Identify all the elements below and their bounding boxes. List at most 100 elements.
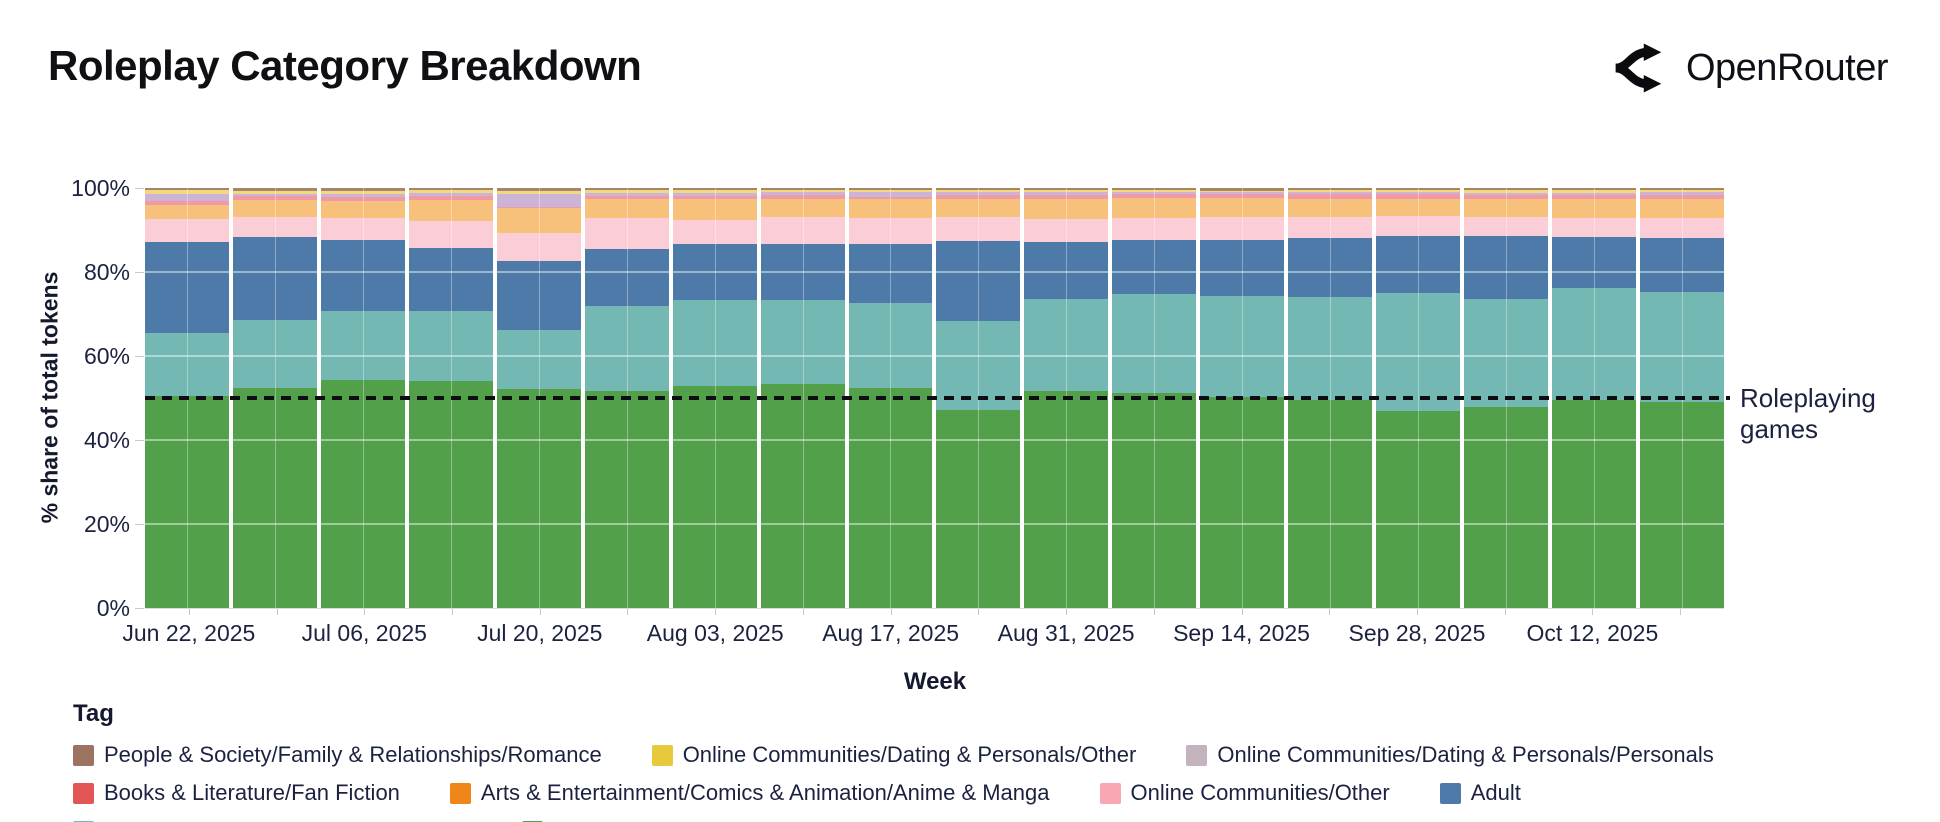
segment[interactable] [408,248,493,312]
segment[interactable] [232,387,317,608]
segment[interactable] [1200,190,1285,193]
segment[interactable] [408,220,493,249]
segment[interactable] [760,300,845,385]
legend-item[interactable]: Online Communities/Dating & Personals/Pe… [1186,742,1714,768]
segment[interactable] [1112,193,1197,198]
segment[interactable] [1376,216,1461,236]
segment[interactable] [1639,292,1724,403]
segment[interactable] [1552,189,1636,193]
segment[interactable] [408,190,493,194]
segment[interactable] [760,198,845,217]
segment[interactable] [672,385,757,608]
segment[interactable] [1552,217,1636,237]
segment[interactable] [936,216,1021,241]
segment[interactable] [1024,194,1109,199]
bar-week-aug-24-2025[interactable] [936,188,1021,608]
segment[interactable] [1024,219,1109,243]
segment[interactable] [848,189,933,192]
segment[interactable] [848,387,933,608]
segment[interactable] [1200,295,1285,398]
segment[interactable] [1112,188,1197,190]
segment[interactable] [1024,242,1109,299]
segment[interactable] [1200,188,1285,191]
segment[interactable] [145,241,229,334]
segment[interactable] [1464,199,1548,217]
segment[interactable] [760,194,845,199]
segment[interactable] [1200,397,1285,608]
segment[interactable] [1464,195,1548,200]
segment[interactable] [496,207,581,233]
segment[interactable] [936,194,1021,199]
segment[interactable] [936,198,1021,217]
segment[interactable] [1024,198,1109,220]
legend-item[interactable]: Games/Roleplaying Games [521,818,822,822]
segment[interactable] [936,188,1021,190]
segment[interactable] [320,217,405,241]
segment[interactable] [584,390,669,608]
segment[interactable] [1200,194,1285,198]
segment[interactable] [672,188,757,191]
bar-week-jun-22-2025[interactable] [145,188,229,608]
segment[interactable] [145,190,229,194]
segment[interactable] [320,311,405,380]
segment[interactable] [760,188,845,191]
segment[interactable] [145,395,229,608]
segment[interactable] [320,194,405,198]
segment[interactable] [584,193,669,196]
segment[interactable] [496,329,581,390]
segment[interactable] [145,188,229,191]
segment[interactable] [1376,192,1461,195]
segment[interactable] [145,193,229,202]
segment[interactable] [232,193,317,196]
segment[interactable] [1288,296,1373,401]
legend-item[interactable]: Online Communities/Dating & Personals/Ot… [651,742,1136,768]
segment[interactable] [1639,217,1724,239]
segment[interactable] [1464,188,1548,191]
segment[interactable] [1376,188,1461,190]
legend-item[interactable]: Adult [1439,780,1521,806]
segment[interactable] [584,218,669,249]
bar-week-aug-03-2025[interactable] [672,188,757,608]
segment[interactable] [232,199,317,218]
segment[interactable] [1639,188,1724,190]
segment[interactable] [1024,391,1109,608]
bar-week-jun-29-2025[interactable] [232,188,317,608]
segment[interactable] [232,195,317,200]
bar-week-jul-20-2025[interactable] [496,188,581,608]
segment[interactable] [496,188,581,191]
segment[interactable] [1639,402,1724,608]
segment[interactable] [145,333,229,396]
segment[interactable] [408,196,493,201]
segment[interactable] [1639,189,1724,193]
segment[interactable] [584,188,669,191]
segment[interactable] [1024,188,1109,190]
segment[interactable] [1639,238,1724,293]
segment[interactable] [232,319,317,388]
segment[interactable] [1288,237,1373,297]
segment[interactable] [672,244,757,301]
segment[interactable] [1639,194,1724,199]
segment[interactable] [145,204,229,220]
bar-week-oct-05-2025[interactable] [1464,188,1548,608]
segment[interactable] [1552,195,1636,200]
bar-week-jul-06-2025[interactable] [320,188,405,608]
segment[interactable] [1464,216,1548,236]
segment[interactable] [232,217,317,238]
segment[interactable] [1464,190,1548,193]
segment[interactable] [1376,235,1461,293]
segment[interactable] [1024,189,1109,193]
segment[interactable] [496,260,581,330]
segment[interactable] [1024,192,1109,195]
segment[interactable] [408,188,493,191]
segment[interactable] [408,381,493,608]
segment[interactable] [760,190,845,193]
segment[interactable] [408,200,493,221]
segment[interactable] [1376,194,1461,199]
segment[interactable] [672,190,757,194]
segment[interactable] [1552,199,1636,218]
segment[interactable] [584,248,669,307]
segment[interactable] [320,197,405,202]
bar-week-sep-07-2025[interactable] [1112,188,1197,608]
segment[interactable] [584,190,669,194]
segment[interactable] [496,193,581,207]
